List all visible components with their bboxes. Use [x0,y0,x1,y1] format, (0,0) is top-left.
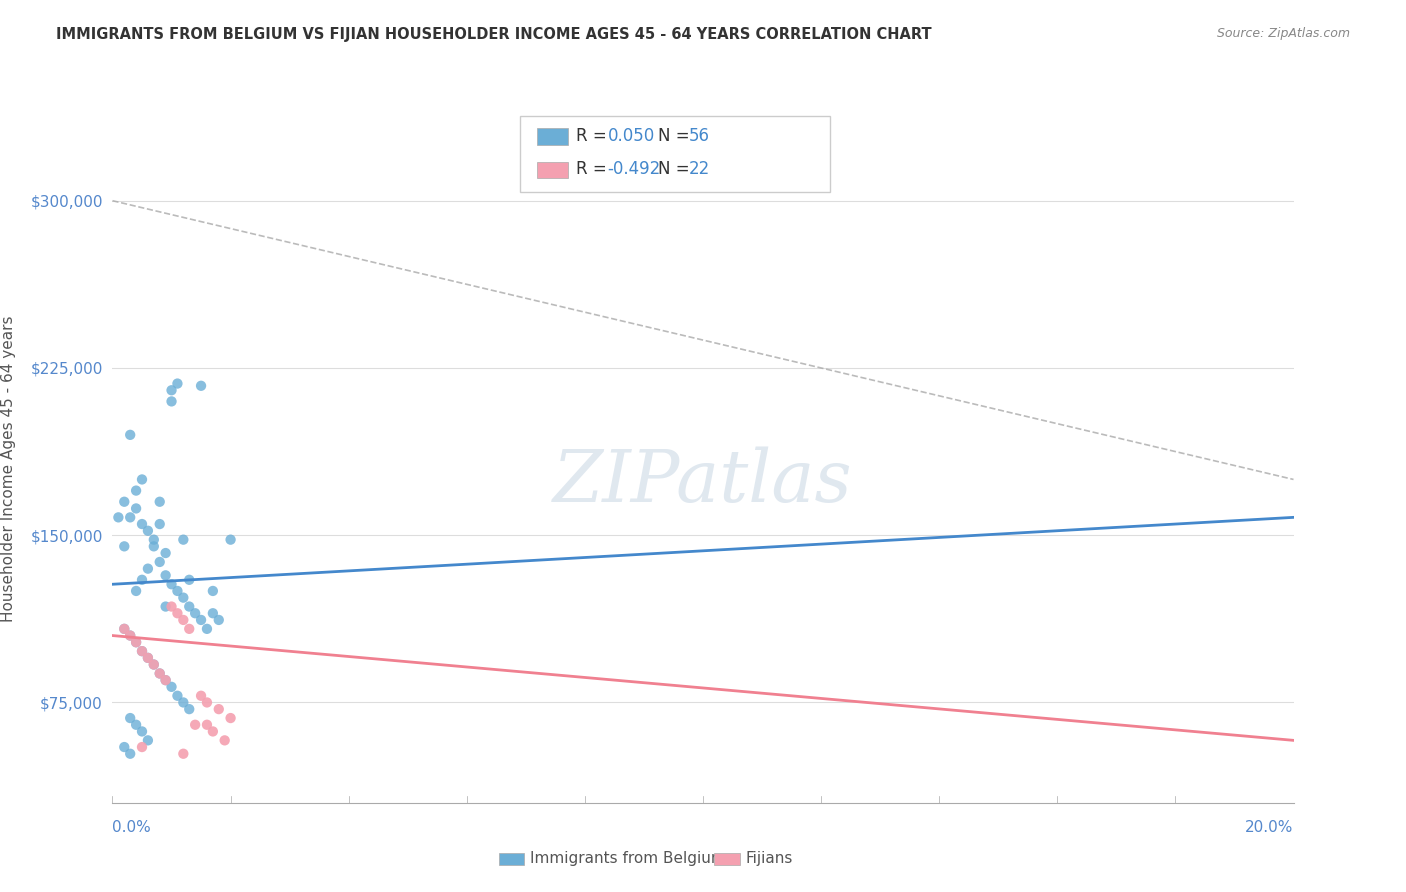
Point [190,613,212,627]
Point [131,724,153,739]
Point [131,473,153,487]
Text: 0.050: 0.050 [607,128,655,145]
Point [214,733,236,747]
Point [172,533,194,547]
Point [112,494,135,508]
Text: 20.0%: 20.0% [1246,821,1294,835]
Point [184,717,207,731]
Point [120,428,142,442]
Point [172,696,194,710]
Point [125,635,148,649]
Point [201,724,224,739]
Point [172,747,194,761]
Point [179,599,201,614]
Point [149,555,172,569]
Point [136,733,159,747]
Point [172,613,194,627]
Point [112,622,135,636]
Point [125,635,148,649]
Point [166,689,188,703]
Point [120,747,142,761]
Point [179,622,201,636]
Point [142,657,165,672]
Point [166,583,188,598]
Point [160,599,183,614]
Point [195,717,218,731]
Point [219,711,242,725]
Point [172,591,194,605]
Point [131,740,153,755]
Point [195,696,218,710]
Point [125,583,148,598]
Point [160,384,183,398]
Point [160,680,183,694]
Point [179,702,201,716]
Point [112,740,135,755]
Point [166,607,188,621]
Point [112,622,135,636]
Point [120,628,142,642]
Text: ZIPatlas: ZIPatlas [553,446,853,517]
Point [166,376,188,391]
Point [208,613,231,627]
Point [107,510,129,524]
Point [201,583,224,598]
Point [131,517,153,532]
Point [136,651,159,665]
Point [219,533,242,547]
Point [155,673,177,687]
Point [112,539,135,553]
Point [155,673,177,687]
Point [149,666,172,681]
Point [208,702,231,716]
Point [142,657,165,672]
Point [160,394,183,409]
Text: Source: ZipAtlas.com: Source: ZipAtlas.com [1216,27,1350,40]
Text: -0.492: -0.492 [607,161,661,178]
Point [120,628,142,642]
Text: 0.0%: 0.0% [112,821,152,835]
Point [195,622,218,636]
Point [131,644,153,658]
Text: 56: 56 [689,128,710,145]
Point [136,562,159,576]
Text: 22: 22 [689,161,710,178]
Text: R =: R = [576,161,613,178]
Point [179,573,201,587]
Text: N =: N = [658,128,695,145]
Point [125,501,148,516]
Point [155,546,177,560]
Point [149,666,172,681]
Point [190,378,212,392]
Text: R =: R = [576,128,613,145]
Text: Immigrants from Belgium: Immigrants from Belgium [530,852,725,866]
Point [120,711,142,725]
Point [142,533,165,547]
Point [125,717,148,731]
Point [131,644,153,658]
Text: Fijians: Fijians [745,852,793,866]
Text: N =: N = [658,161,695,178]
Point [201,607,224,621]
Point [155,568,177,582]
Point [184,607,207,621]
Point [136,651,159,665]
Point [149,517,172,532]
Point [149,494,172,508]
Point [160,577,183,591]
Point [136,524,159,538]
Point [131,573,153,587]
Point [125,483,148,498]
Y-axis label: Householder Income Ages 45 - 64 years: Householder Income Ages 45 - 64 years [1,315,17,622]
Text: IMMIGRANTS FROM BELGIUM VS FIJIAN HOUSEHOLDER INCOME AGES 45 - 64 YEARS CORRELAT: IMMIGRANTS FROM BELGIUM VS FIJIAN HOUSEH… [56,27,932,42]
Point [120,510,142,524]
Point [190,689,212,703]
Point [155,599,177,614]
Point [142,539,165,553]
